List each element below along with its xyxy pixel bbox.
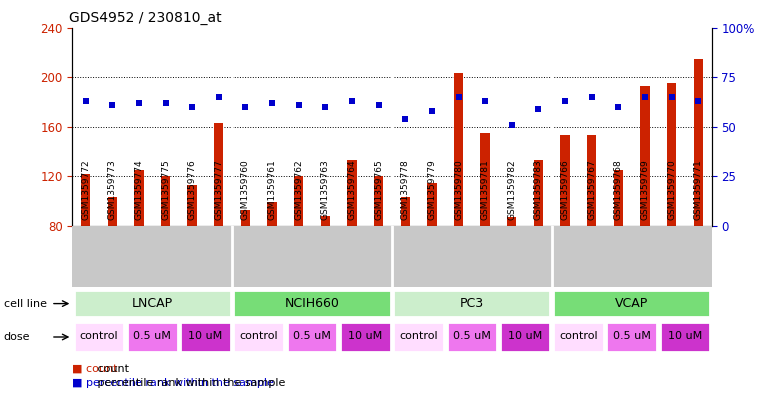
Bar [74,290,231,317]
Point [533,106,545,112]
Text: control: control [80,331,118,342]
Text: cell line: cell line [4,299,47,309]
Point [160,100,172,106]
Text: control: control [559,331,597,342]
Bar [294,176,304,226]
Point [133,100,145,106]
Text: 0.5 uM: 0.5 uM [613,331,651,342]
Bar [553,322,603,352]
Text: control: control [240,331,278,342]
Bar [480,133,490,226]
Bar [347,160,357,226]
Text: PC3: PC3 [460,296,484,310]
Bar [240,210,250,226]
Point [453,94,465,100]
Text: 0.5 uM: 0.5 uM [293,331,331,342]
Text: ■ count: ■ count [72,364,118,374]
Bar [393,290,550,317]
Bar [127,322,177,352]
Bar [81,174,91,226]
Point [320,104,332,110]
Point [400,116,412,122]
Text: LNCAP: LNCAP [132,296,173,310]
Point [107,102,119,108]
Bar [400,197,410,226]
Point [426,108,438,114]
Bar [660,322,710,352]
Bar [267,202,277,226]
Text: VCAP: VCAP [615,296,648,310]
Bar [640,86,650,226]
Point [293,102,305,108]
Point [479,98,492,104]
Text: dose: dose [4,332,30,342]
Bar [180,322,231,352]
Point [612,104,624,110]
Text: 10 uM: 10 uM [348,331,383,342]
Bar [553,290,710,317]
Bar [447,322,497,352]
Bar [613,170,623,226]
Bar [187,185,197,226]
Bar [234,290,390,317]
Text: percentile rank within the sample: percentile rank within the sample [94,378,285,388]
Bar [427,183,437,226]
Text: 0.5 uM: 0.5 uM [133,331,171,342]
Bar [607,322,657,352]
Point [373,102,385,108]
Bar [234,322,284,352]
Bar [74,322,124,352]
Text: 0.5 uM: 0.5 uM [453,331,491,342]
Point [80,98,92,104]
Bar [374,176,384,226]
Bar [693,59,703,226]
Text: GDS4952 / 230810_at: GDS4952 / 230810_at [69,11,221,25]
Point [506,121,518,128]
Bar [320,216,330,226]
Bar [667,83,677,226]
Text: 10 uM: 10 uM [188,331,223,342]
Bar [107,197,117,226]
Bar [560,136,570,226]
Point [666,94,678,100]
Text: count: count [94,364,129,374]
Bar [214,123,224,226]
Point [186,104,199,110]
Bar [393,322,444,352]
Bar [340,322,390,352]
Bar [134,170,144,226]
Point [240,104,252,110]
Bar [454,73,463,226]
Bar [287,322,337,352]
Point [559,98,571,104]
Point [693,98,705,104]
Point [586,94,598,100]
Bar [507,217,517,226]
Point [346,98,358,104]
Point [266,100,279,106]
Bar [587,136,597,226]
Bar [500,322,550,352]
Text: ■ percentile rank within the sample: ■ percentile rank within the sample [72,378,274,388]
Text: control: control [400,331,438,342]
Bar [533,160,543,226]
Point [639,94,651,100]
Text: 10 uM: 10 uM [667,331,702,342]
Bar [161,176,170,226]
Point [213,94,225,100]
Text: NCIH660: NCIH660 [285,296,339,310]
Text: 10 uM: 10 uM [508,331,543,342]
